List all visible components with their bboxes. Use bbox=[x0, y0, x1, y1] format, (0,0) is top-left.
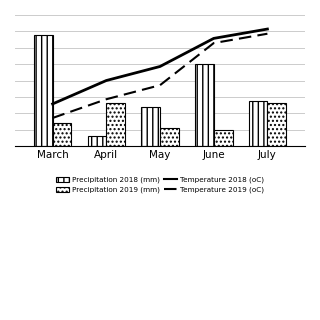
Bar bbox=[106, 103, 125, 146]
Bar bbox=[249, 101, 268, 146]
Bar bbox=[87, 136, 106, 146]
Bar bbox=[141, 107, 160, 146]
Bar bbox=[160, 128, 179, 146]
Bar bbox=[214, 130, 233, 146]
Bar bbox=[34, 35, 52, 146]
Bar bbox=[52, 123, 71, 146]
Bar bbox=[268, 103, 286, 146]
Bar bbox=[195, 64, 214, 146]
Legend: Precipitation 2018 (mm), Precipitation 2019 (mm), Temperature 2018 (oC), Tempera: Precipitation 2018 (mm), Precipitation 2… bbox=[55, 175, 265, 195]
